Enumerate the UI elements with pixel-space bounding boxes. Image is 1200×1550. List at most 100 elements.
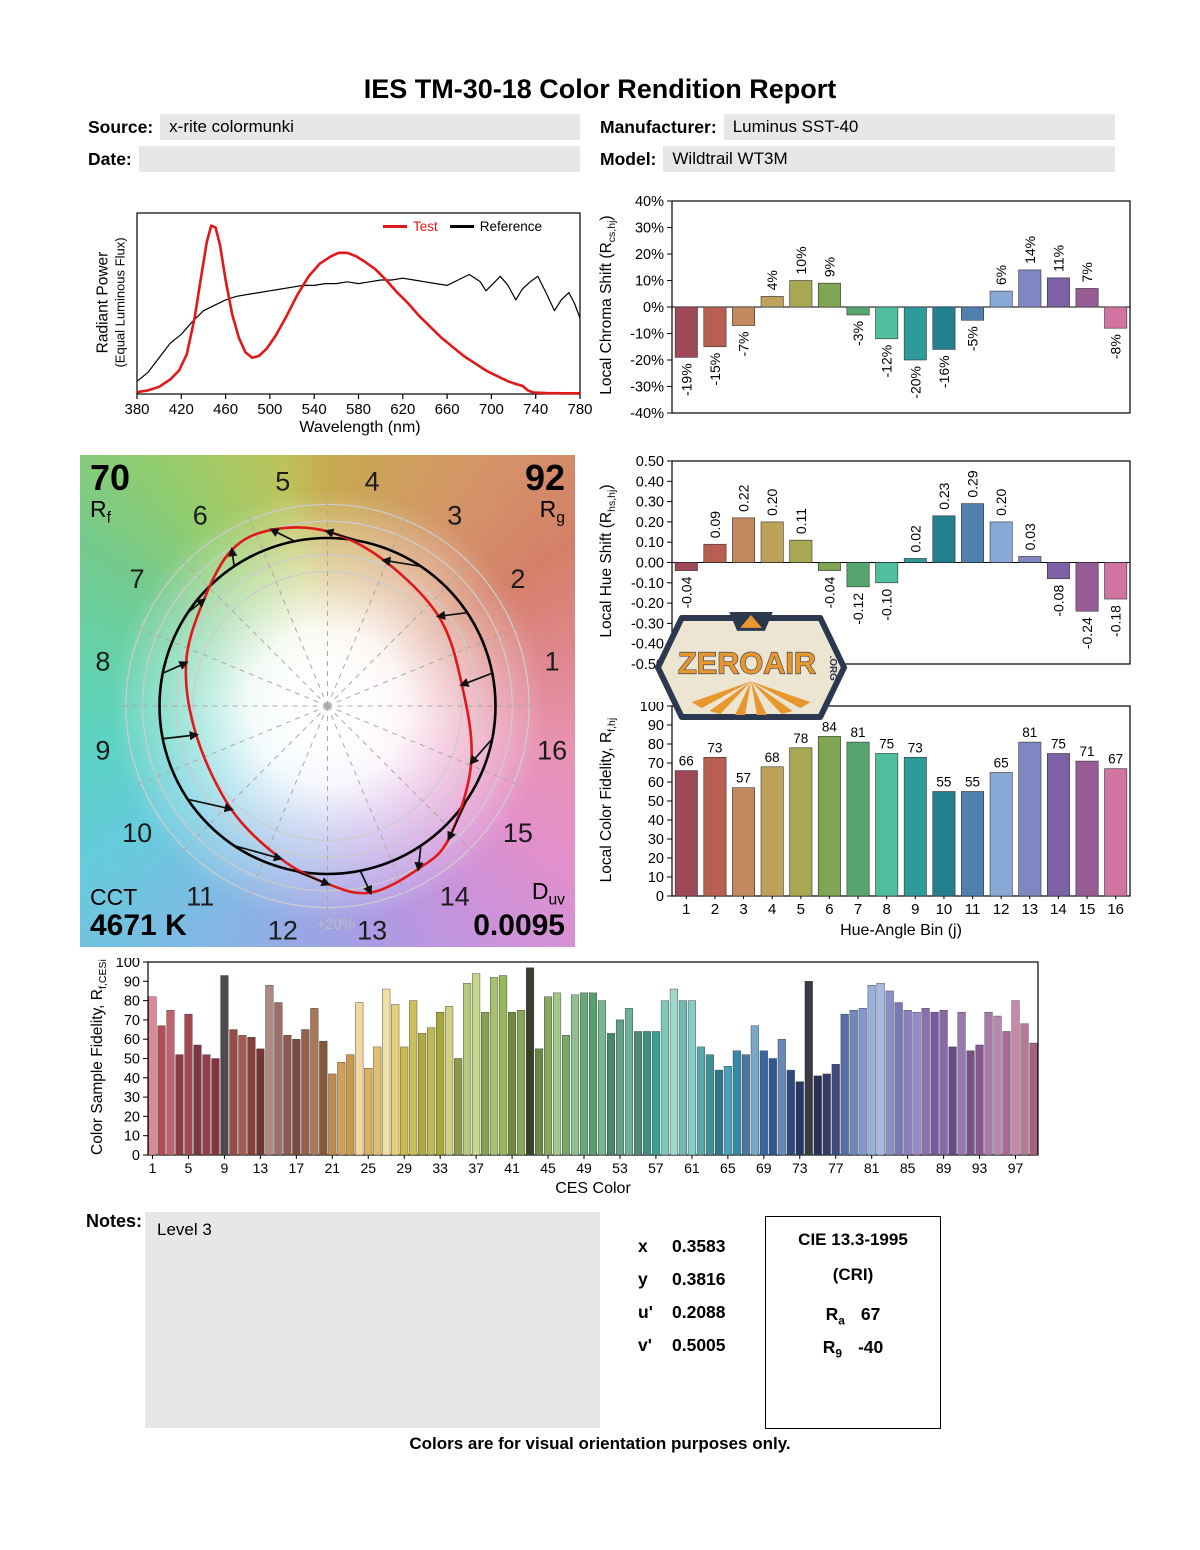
chromaticity-row-v: v' 0.5005 [638,1335,726,1355]
date-field: Date: [88,146,580,172]
test-legend-line [383,225,407,228]
chroma-shift-block: Local Chroma Shift (Rcs,hj) 40% 30% 20% 10%… [582,196,1148,428]
svg-text:100: 100 [640,702,664,715]
cri-box: CIE 13.3-1995 (CRI) Ra 67 R9 -40 [765,1216,941,1429]
spd-chart: 380 420 460 500 540 580 620 660 700 740 780 [125,212,593,418]
svg-text:20: 20 [648,851,664,867]
svg-text:40%: 40% [635,196,664,210]
svg-text:540: 540 [302,401,327,418]
svg-text:-0.04: -0.04 [678,576,694,608]
svg-text:3: 3 [447,501,462,531]
svg-text:15: 15 [503,818,533,848]
model-field: Model: Wildtrail WT3M [600,146,1115,172]
spd-chart-block: Radiant Power (Equal Luminous Flux) 380 4… [0,210,612,448]
svg-text:-0.10: -0.10 [631,576,664,592]
svg-text:7: 7 [130,564,145,594]
svg-text:-40%: -40% [630,406,664,420]
svg-text:-0.04: -0.04 [821,576,837,608]
svg-text:0.30: 0.30 [636,495,664,511]
svg-text:81: 81 [864,1160,880,1176]
notes-box: Level 3 [145,1212,600,1428]
svg-text:420: 420 [169,401,194,418]
svg-text:53: 53 [612,1160,628,1176]
svg-text:75: 75 [879,737,894,752]
svg-text:10: 10 [122,818,152,848]
svg-text:55: 55 [965,775,980,790]
svg-text:70: 70 [124,1013,140,1029]
svg-text:81: 81 [1022,725,1037,740]
svg-text:75: 75 [1051,737,1066,752]
date-value [138,146,580,172]
svg-text:3: 3 [739,901,747,918]
date-label: Date: [88,148,132,169]
svg-text:0.29: 0.29 [965,470,981,497]
model-label: Model: [600,148,657,169]
badge-outline [654,615,848,720]
source-label: Source: [88,116,154,137]
source-field: Source: x-rite colormunki [88,114,580,140]
watermark-suffix: .ORG [827,656,838,682]
svg-text:93: 93 [972,1160,988,1176]
svg-text:460: 460 [213,401,238,418]
svg-text:65: 65 [994,756,1009,771]
svg-text:-8%: -8% [1108,334,1124,359]
svg-text:11: 11 [186,881,214,911]
svg-text:68: 68 [765,750,780,765]
svg-text:12: 12 [268,916,298,946]
rg-value: 92 [524,457,565,498]
svg-text:97: 97 [1008,1160,1024,1176]
svg-text:14: 14 [1050,901,1067,918]
svg-text:80: 80 [124,994,140,1010]
local-fidelity-y-axis-label: Local Color Fidelity, Rf,hj [597,717,619,883]
svg-text:6: 6 [825,901,833,918]
svg-text:7: 7 [854,901,862,918]
manufacturer-field: Manufacturer: Luminus SST-40 [600,114,1115,140]
zeroair-badge: ZEROAIR .ORG [654,612,848,720]
svg-text:0.03: 0.03 [1022,523,1038,550]
svg-text:-0.18: -0.18 [1108,605,1124,637]
svg-text:6: 6 [193,501,208,531]
svg-text:0.10: 0.10 [636,535,664,551]
badge-rays [691,681,811,716]
svg-text:50: 50 [648,794,664,810]
svg-text:-20%: -20% [630,353,664,369]
svg-text:1: 1 [682,901,690,918]
svg-text:-20%: -20% [907,366,923,399]
chroma-shift-chart: 40% 30% 20% 10% 0% -10% -20% -30% -40% -19% -15% -7… [630,196,1131,420]
r9-label: R9 [822,1336,842,1361]
svg-text:0: 0 [132,1148,140,1164]
svg-text:73: 73 [707,740,722,755]
svg-text:-0.24: -0.24 [1079,617,1095,649]
svg-text:13: 13 [1021,901,1038,918]
svg-text:8: 8 [883,901,891,918]
svg-text:11%: 11% [1050,245,1066,272]
svg-text:77: 77 [828,1160,844,1176]
svg-text:10: 10 [936,901,953,918]
svg-text:60: 60 [124,1032,140,1048]
svg-text:40: 40 [648,813,664,829]
svg-text:13: 13 [253,1160,269,1176]
svg-text:29: 29 [396,1160,412,1176]
svg-text:-12%: -12% [879,345,895,378]
svg-text:57: 57 [648,1160,664,1176]
svg-text:-15%: -15% [707,353,723,386]
svg-text:9: 9 [95,736,110,766]
svg-text:80: 80 [648,737,664,753]
r9-value: -40 [857,1336,884,1357]
spd-legend: Test Reference [383,219,548,234]
svg-text:8: 8 [95,646,110,676]
svg-text:0.11: 0.11 [793,508,809,534]
svg-text:580: 580 [346,401,371,418]
svg-text:740: 740 [523,401,548,418]
svg-text:0.20: 0.20 [764,488,780,515]
svg-text:90: 90 [124,974,140,990]
chromaticity-values: x 0.3583 y 0.3816 u' 0.2088 v' 0.5005 [638,1236,726,1368]
svg-text:660: 660 [435,401,460,418]
svg-text:-16%: -16% [936,355,952,388]
test-legend-label: Test [413,219,438,234]
manufacturer-value: Luminus SST-40 [723,114,1115,140]
color-vector-graphic: 1 2 3 4 5 6 7 8 9 10 11 12 13 14 15 16 +20% 70 Rf 92 Rg … [80,455,575,947]
chroma-shift-y-axis-label: Local Chroma Shift (Rcs,hj) [597,215,619,395]
svg-text:33: 33 [432,1160,448,1176]
